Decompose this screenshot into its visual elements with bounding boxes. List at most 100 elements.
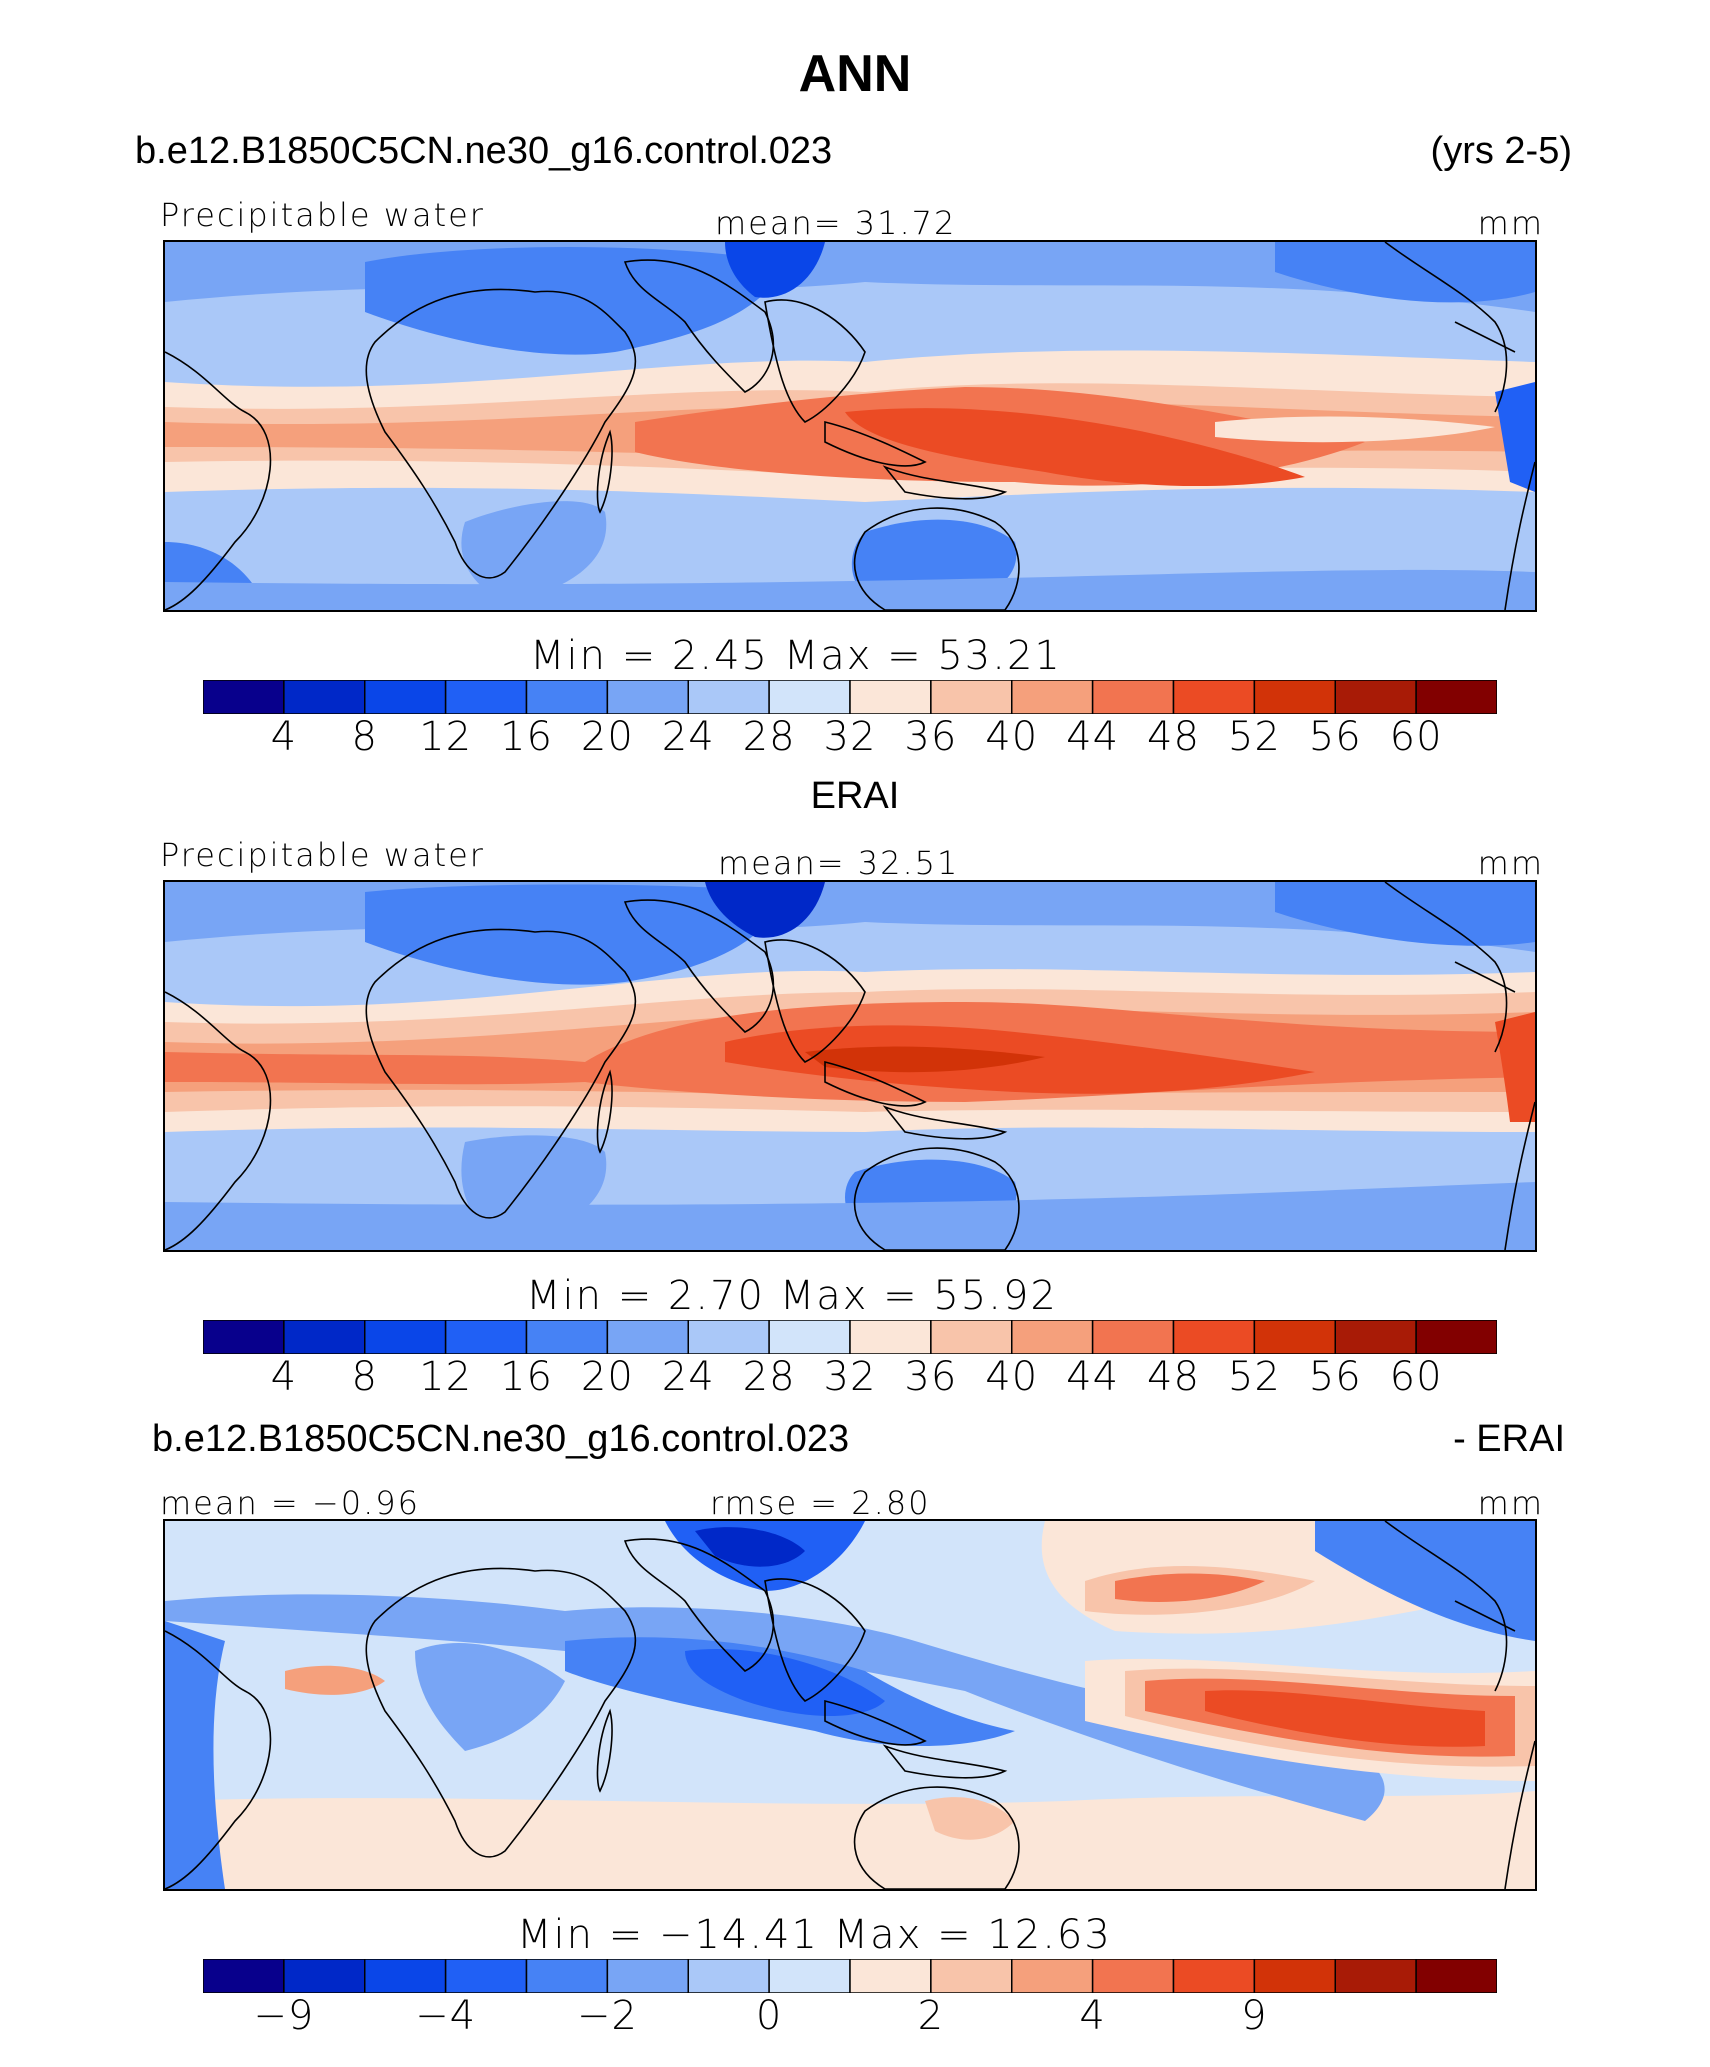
panel2-colorbar-box: [606, 1319, 689, 1355]
panel2-colorbar-box: [1091, 1319, 1175, 1355]
panel2-colorbar-box: [525, 1319, 609, 1355]
panel2-colorbar-tick: 40: [985, 1354, 1039, 1400]
panel1-colorbar-box: [1334, 679, 1417, 715]
panel1-colorbar-box: [525, 679, 609, 715]
panel2-colorbar-box: [1172, 1319, 1256, 1355]
panel1-units: mm: [1477, 204, 1544, 242]
panel3-colorbar-box: [444, 1958, 528, 1994]
panel2-colorbar-box: [1334, 1319, 1417, 1355]
panel2-colorbar-tick: 56: [1308, 1354, 1362, 1400]
panel2-map: [163, 880, 1537, 1252]
page-title: ANN: [798, 45, 912, 103]
panel2-colorbar-tick: 4: [270, 1354, 298, 1400]
panel2-title: ERAI: [810, 775, 900, 817]
panel1-colorbar-tick: 40: [985, 714, 1039, 760]
panel3-colorbar: [202, 1958, 1498, 1994]
panel3-minmax: Min = −14.41 Max = 12.63: [517, 1912, 1112, 1958]
panel1-colorbar-box: [444, 679, 528, 715]
panel3-colorbar-tick: 0: [755, 1993, 783, 2039]
panel3-colorbar-box: [1253, 1958, 1336, 1994]
panel3-colorbar-box: [768, 1958, 851, 1994]
panel2-colorbar-tick: 16: [500, 1354, 553, 1400]
panel1-colorbar-box: [283, 679, 366, 715]
panel1-variable-label: Precipitable water: [160, 196, 485, 234]
panel3-colorbar-tick: −2: [576, 1993, 638, 2039]
panel1-colorbar-tick: 28: [742, 714, 796, 760]
panel1-colorbar-box: [930, 679, 1013, 715]
panel1-colorbar-box: [1415, 679, 1498, 715]
panel3-colorbar-tick: −9: [253, 1993, 315, 2039]
panel3-colorbar-box: [1334, 1958, 1417, 1994]
panel3-colorbar-box: [202, 1958, 285, 1994]
panel2-colorbar-tick: 36: [904, 1354, 958, 1400]
panel1-colorbar-box: [364, 679, 447, 715]
panel2-colorbar: [202, 1319, 1498, 1355]
panel1-colorbar-box: [849, 679, 932, 715]
panel3-colorbar-box: [930, 1958, 1013, 1994]
panel2-colorbar-tick: 12: [419, 1354, 473, 1400]
panel1-colorbar-tick: 20: [580, 714, 634, 760]
panel1-colorbar-tick: 36: [904, 714, 958, 760]
panel3-colorbar-tick: 2: [917, 1993, 945, 2039]
panel3-map: [163, 1519, 1537, 1891]
panel2-colorbar-tick: 52: [1227, 1354, 1281, 1400]
panel1-colorbar-box: [202, 679, 285, 715]
panel2-colorbar-tick: 20: [580, 1354, 634, 1400]
panel3-colorbar-box: [525, 1958, 609, 1994]
panel3-colorbar-box: [1172, 1958, 1256, 1994]
panel2-units: mm: [1477, 844, 1544, 882]
panel2-colorbar-box: [1415, 1319, 1498, 1355]
panel2-colorbar-tick: 60: [1389, 1354, 1443, 1400]
panel3-colorbar-box: [283, 1958, 366, 1994]
panel1-colorbar-box: [1091, 679, 1175, 715]
panel1-colorbar-tick: 16: [500, 714, 553, 760]
panel3-colorbar-ticks: −9 −4 −2 0 2 4 9: [0, 1993, 1710, 2043]
panel3-colorbar-box: [687, 1958, 770, 1994]
panel3-case-name: b.e12.B1850C5CN.ne30_g16.control.023: [152, 1418, 850, 1460]
panel1-minmax: Min = 2.45 Max = 53.21: [530, 633, 1062, 679]
panel3-mean-label: mean = −0.96: [160, 1484, 420, 1522]
panel3-rmse-label: rmse = 2.80: [710, 1484, 931, 1522]
panel2-variable-label: Precipitable water: [160, 836, 485, 874]
panel1-colorbar-tick: 52: [1227, 714, 1281, 760]
panel3-colorbar-box: [849, 1958, 932, 1994]
panel3-colorbar-box: [1415, 1958, 1498, 1994]
panel2-colorbar-tick: 24: [661, 1354, 715, 1400]
panel2-colorbar-box: [444, 1319, 528, 1355]
panel1-colorbar-tick: 32: [823, 714, 877, 760]
panel2-colorbar-tick: 8: [351, 1354, 378, 1400]
panel1-mean-label: mean= 31.72: [715, 204, 957, 242]
panel1-colorbar-tick: 56: [1308, 714, 1362, 760]
panel2-minmax: Min = 2.70 Max = 55.92: [526, 1273, 1058, 1319]
panel1-colorbar-box: [687, 679, 770, 715]
panel2-colorbar-tick: 44: [1066, 1354, 1120, 1400]
panel2-colorbar-box: [1253, 1319, 1336, 1355]
panel2-colorbar-tick: 32: [823, 1354, 877, 1400]
panel3-colorbar-tick: 9: [1241, 1993, 1268, 2039]
panel1-case-name: b.e12.B1850C5CN.ne30_g16.control.023: [135, 130, 833, 172]
panel1-colorbar-tick: 4: [270, 714, 298, 760]
panel1-colorbar-tick: 60: [1389, 714, 1443, 760]
panel2-colorbar-box: [849, 1319, 932, 1355]
panel1-colorbar-tick: 44: [1066, 714, 1120, 760]
panel1-colorbar-box: [1253, 679, 1336, 715]
panel2-colorbar-box: [930, 1319, 1013, 1355]
panel3-colorbar-box: [1011, 1958, 1094, 1994]
panel2-mean-label: mean= 32.51: [718, 844, 960, 882]
panel1-colorbar-box: [1172, 679, 1256, 715]
panel3-colorbar-tick: 4: [1079, 1993, 1106, 2039]
panel1-colorbar-box: [768, 679, 851, 715]
panel1-colorbar-tick: 24: [661, 714, 715, 760]
panel1-colorbar-ticks: 4 8 12 16 20 24 28 32 36 40 44 48 52 56 60: [0, 714, 1710, 764]
panel1-colorbar-tick: 8: [351, 714, 378, 760]
panel3-units: mm: [1477, 1484, 1544, 1522]
panel3-colorbar-box: [606, 1958, 689, 1994]
panel3-colorbar-box: [1091, 1958, 1175, 1994]
panel2-colorbar-tick: 28: [742, 1354, 796, 1400]
panel3-colorbar-tick: −4: [415, 1993, 477, 2039]
panel1-colorbar: [202, 679, 1498, 715]
panel1-map: [163, 240, 1537, 612]
panel2-colorbar-box: [283, 1319, 366, 1355]
panel2-colorbar-box: [202, 1319, 285, 1355]
panel2-colorbar-ticks: 4 8 12 16 20 24 28 32 36 40 44 48 52 56 60: [0, 1354, 1710, 1404]
